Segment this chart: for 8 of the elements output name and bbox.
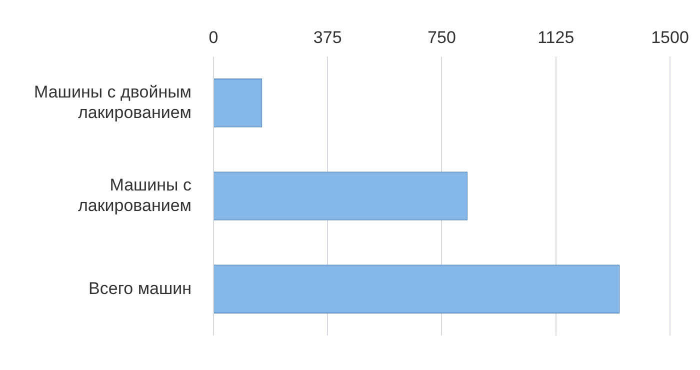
x-tick-label: 375 <box>313 28 342 47</box>
y-tick-label: Машины с двойным лакированием <box>34 82 192 122</box>
x-tick-label: 1500 <box>651 28 689 47</box>
y-tick-label: Всего машин <box>88 278 192 298</box>
x-tick-label: 750 <box>428 28 456 47</box>
x-tick-label: 0 <box>208 28 218 47</box>
y-tick-label: Машины с лакированием <box>78 175 192 215</box>
x-tick-label: 1125 <box>538 28 574 47</box>
